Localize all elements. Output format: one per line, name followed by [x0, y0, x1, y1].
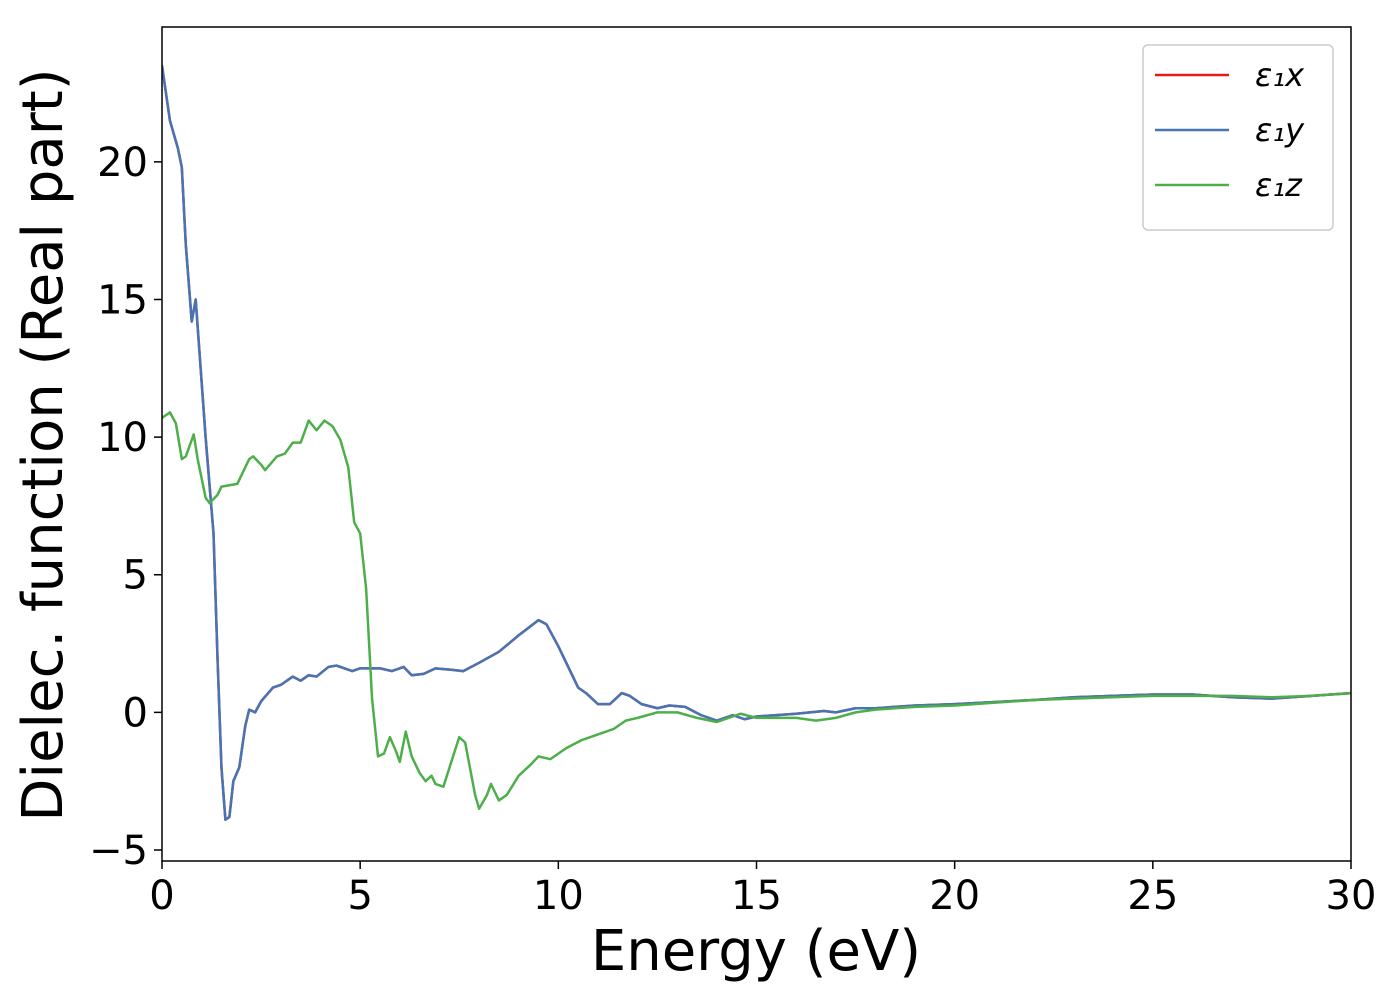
legend-label: ε₁z [1255, 166, 1303, 204]
plot-frame [161, 26, 1352, 862]
x-tick-label: 30 [1326, 873, 1377, 919]
legend-label: ε₁x [1255, 56, 1305, 94]
series-line [162, 411, 1351, 810]
y-tick-label: 10 [97, 415, 148, 461]
y-axis-label: Dielec. function (Real part) [11, 68, 76, 821]
y-tick-label: −5 [89, 828, 148, 874]
x-tick-label: 0 [149, 873, 174, 919]
x-tick-label: 20 [929, 873, 980, 919]
x-axis-label: Energy (eV) [591, 919, 921, 984]
legend-label: ε₁y [1255, 111, 1305, 149]
series-line [162, 65, 1351, 821]
y-tick-label: 5 [123, 553, 148, 599]
x-tick-label: 10 [533, 873, 584, 919]
y-tick-label: 15 [97, 277, 148, 323]
x-tick-label: 15 [731, 873, 782, 919]
y-tick-label: 0 [123, 690, 148, 736]
y-tick-label: 20 [97, 140, 148, 186]
x-tick-label: 5 [347, 873, 372, 919]
legend-box [1142, 44, 1334, 231]
x-tick-label: 25 [1127, 873, 1178, 919]
